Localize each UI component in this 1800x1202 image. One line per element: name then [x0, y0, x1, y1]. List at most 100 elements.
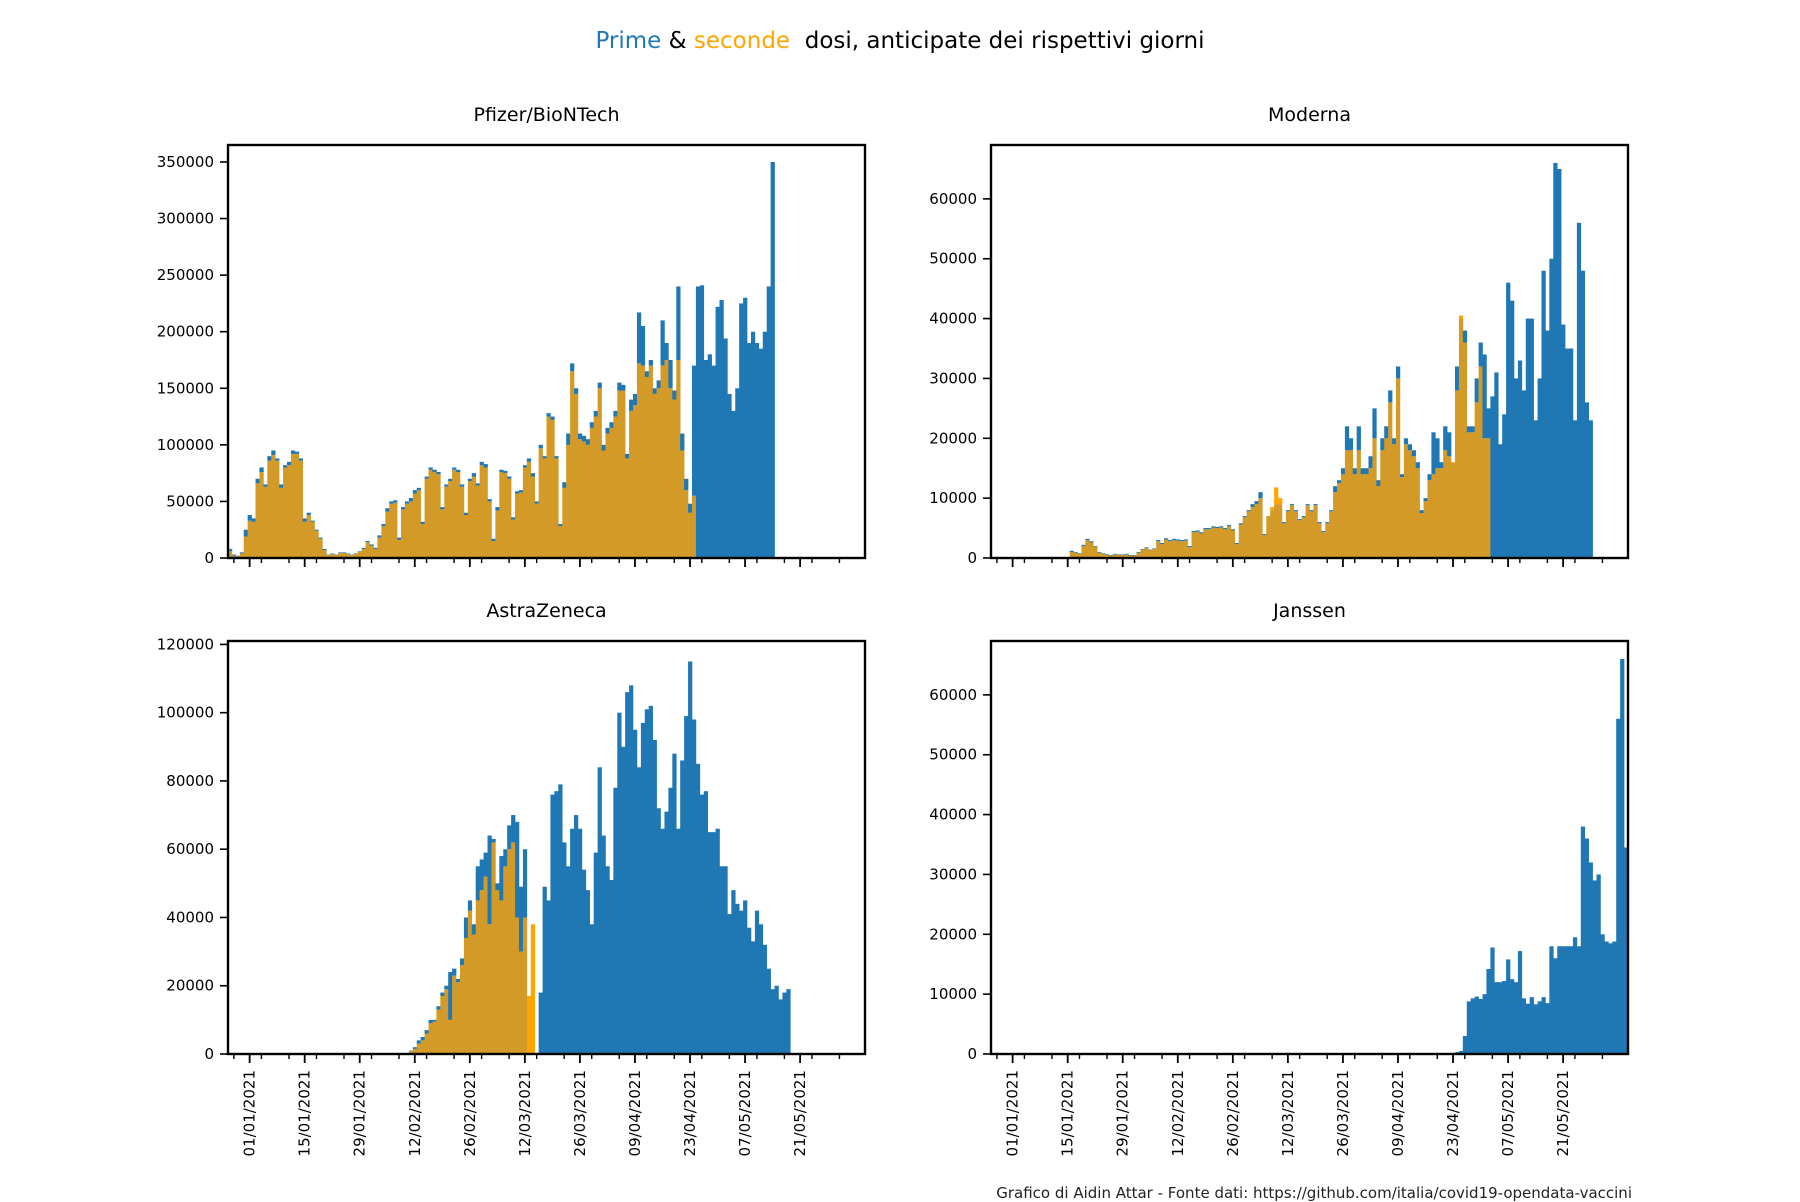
bar-overlap — [1372, 438, 1377, 558]
y-tick-label: 0 — [204, 549, 214, 567]
bar-prime — [1372, 408, 1377, 439]
chart-title: AstraZeneca — [486, 600, 606, 622]
bar-prime — [495, 507, 500, 511]
bar-prime — [715, 828, 720, 1054]
bar-prime — [652, 388, 657, 394]
bar-overlap — [542, 458, 547, 558]
bar-overlap — [1207, 529, 1212, 558]
bar-prime — [1396, 366, 1401, 379]
bar-overlap — [302, 521, 307, 558]
bar-prime — [1281, 522, 1287, 524]
bar-prime — [1498, 982, 1503, 1054]
bar-overlap — [318, 538, 323, 558]
bar-prime — [735, 388, 740, 558]
bar-overlap — [452, 469, 457, 558]
bar-seconde — [526, 995, 532, 1054]
bar-prime — [1533, 420, 1538, 558]
bar-prime — [1470, 998, 1475, 1054]
bar-overlap — [1470, 432, 1475, 558]
bar-overlap — [562, 487, 567, 558]
bar-overlap — [672, 399, 677, 558]
bar-prime — [1435, 438, 1440, 469]
bar-overlap — [621, 390, 626, 558]
bar-overlap — [369, 545, 374, 558]
bar-overlap — [1466, 432, 1472, 558]
bar-prime — [562, 842, 567, 1054]
bar-overlap — [275, 460, 280, 558]
bar-prime — [1576, 946, 1582, 1054]
bar-prime — [404, 501, 410, 504]
bar-seconde — [1278, 498, 1283, 505]
bar-overlap — [585, 444, 591, 558]
bar-prime — [778, 999, 783, 1054]
bar-prime — [1226, 525, 1232, 527]
bar-prime — [444, 985, 449, 990]
bar-overlap — [290, 453, 296, 558]
bar-overlap — [538, 448, 543, 558]
bar-prime — [758, 348, 764, 558]
bar-prime — [609, 879, 614, 1054]
y-tick-label: 20000 — [166, 977, 214, 995]
y-tick-label: 250000 — [157, 266, 214, 284]
bar-overlap — [1140, 549, 1145, 558]
bar-overlap — [581, 441, 587, 558]
bar-prime — [1620, 658, 1625, 1054]
bar-overlap — [1486, 438, 1491, 558]
bar-prime — [259, 467, 264, 473]
bar-prime — [1388, 390, 1393, 403]
y-tick-label: 40000 — [166, 908, 214, 926]
bar-overlap — [322, 550, 327, 558]
bar-overlap — [1431, 474, 1436, 558]
bar-overlap — [676, 359, 681, 558]
bar-overlap — [1423, 501, 1428, 558]
bar-prime — [625, 692, 630, 1054]
bar-prime — [1089, 541, 1094, 543]
bar-prime — [581, 869, 587, 1054]
bar-overlap — [361, 548, 366, 558]
bar-prime — [1207, 528, 1212, 530]
bar-prime — [526, 458, 532, 462]
bar-prime — [1427, 474, 1432, 481]
bar-overlap — [526, 461, 532, 558]
y-tick-label: 200000 — [157, 323, 214, 341]
bar-prime — [1490, 947, 1495, 1054]
bar-prime — [1494, 982, 1499, 1054]
y-tick-label: 20000 — [929, 429, 977, 447]
bar-prime — [1309, 510, 1314, 512]
suptitle-seconde: seconde — [693, 28, 791, 54]
bar-overlap — [342, 552, 347, 558]
bar-prime — [251, 518, 256, 522]
bar-overlap — [1144, 547, 1149, 558]
bar-overlap — [306, 515, 311, 558]
bar-prime — [1195, 530, 1200, 532]
bar-prime — [1490, 396, 1495, 558]
y-tick-label: 350000 — [157, 153, 214, 171]
chart-title: Pfizer/BioNTech — [473, 104, 619, 126]
bar-overlap — [1281, 523, 1287, 558]
bar-overlap — [1384, 438, 1389, 558]
bar-overlap — [475, 485, 480, 558]
bar-overlap — [334, 555, 339, 558]
bar-overlap — [404, 503, 410, 558]
bar-prime — [695, 286, 701, 558]
bar-prime — [574, 815, 579, 1054]
bar-prime — [1191, 531, 1196, 533]
bar-overlap — [239, 553, 245, 558]
bar-prime — [271, 450, 276, 456]
bar-overlap — [613, 416, 618, 558]
bar-overlap — [326, 555, 331, 558]
bar-prime — [1301, 516, 1306, 518]
bar-prime — [699, 794, 705, 1054]
bar-overlap — [1089, 542, 1094, 558]
bar-prime — [754, 343, 760, 558]
bar-prime — [518, 886, 524, 952]
bar-prime — [1486, 408, 1491, 439]
bar-prime — [676, 286, 681, 360]
bar-prime — [475, 483, 480, 486]
bar-prime — [1494, 372, 1499, 558]
bar-overlap — [228, 551, 233, 558]
bar-prime — [1077, 553, 1082, 554]
bar-overlap — [1447, 456, 1452, 558]
bar-prime — [1517, 360, 1523, 558]
